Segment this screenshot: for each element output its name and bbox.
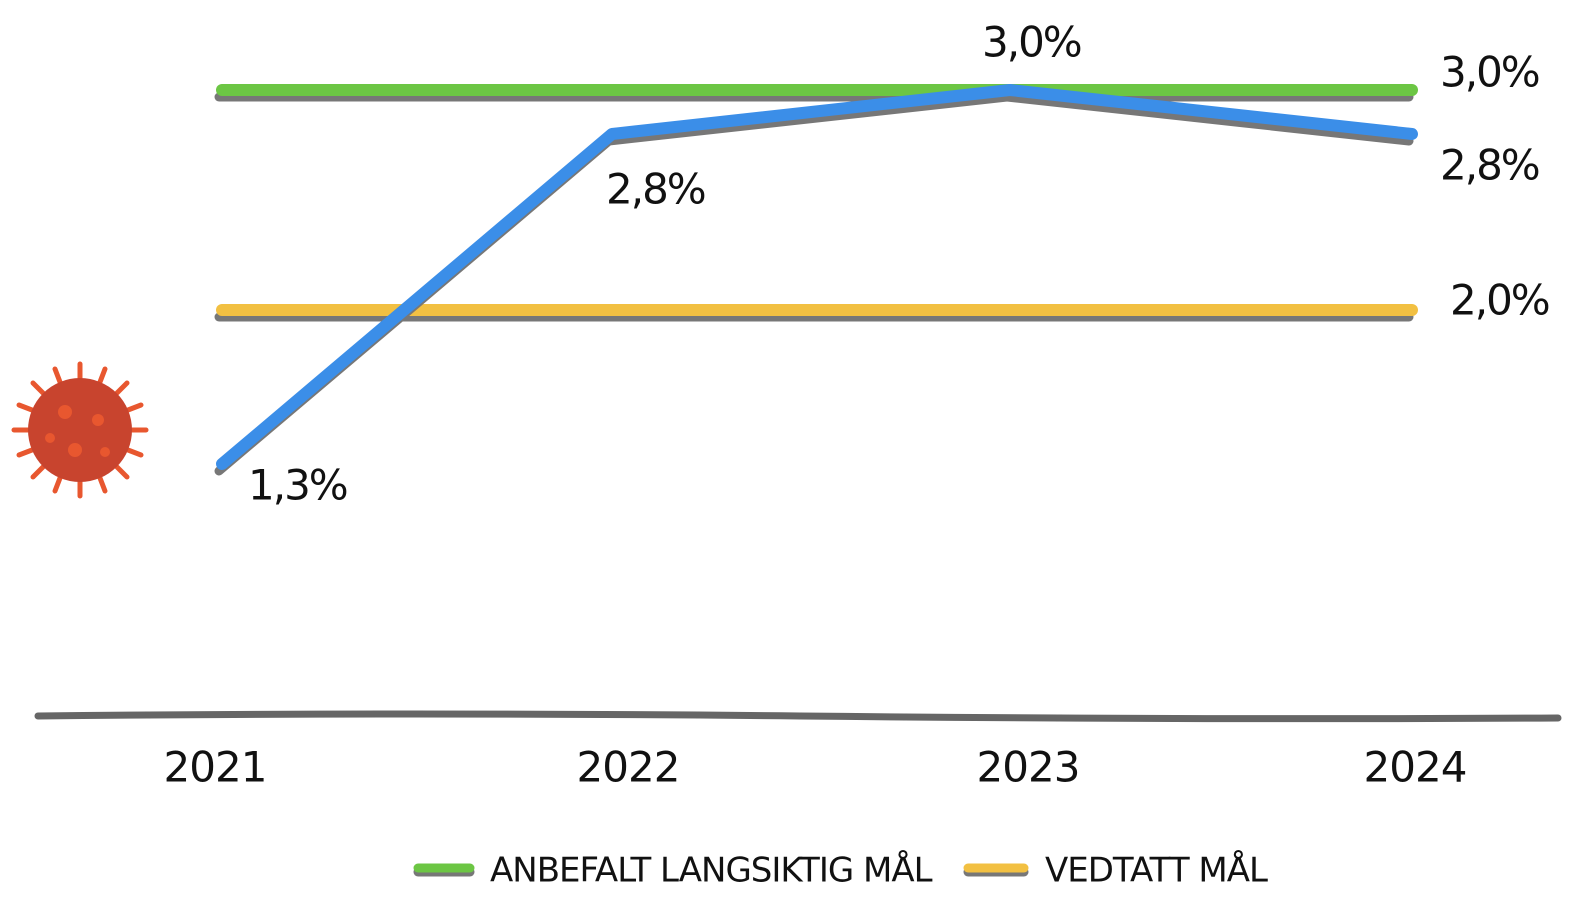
x-tick-label: 2022 (577, 743, 680, 792)
legend-label: VEDTATT MÅL (1045, 850, 1268, 891)
value-label: 1,3% (248, 461, 347, 510)
x-tick-label: 2023 (977, 743, 1080, 792)
legend-label: ANBEFALT LANGSIKTIG MÅL (490, 850, 933, 891)
virus-icon (11, 361, 149, 499)
x-tick-label: 2024 (1364, 743, 1467, 792)
value-label: 2,0% (1450, 276, 1549, 325)
line-shadow (214, 92, 1414, 476)
line (216, 84, 1418, 470)
value-label: 3,0% (982, 18, 1081, 67)
x-axis (34, 710, 1562, 723)
x-tick-label: 2021 (164, 743, 267, 792)
value-label: 2,8% (606, 165, 705, 214)
value-label: 3,0% (1440, 48, 1539, 97)
value-label: 2,8% (1440, 141, 1539, 190)
